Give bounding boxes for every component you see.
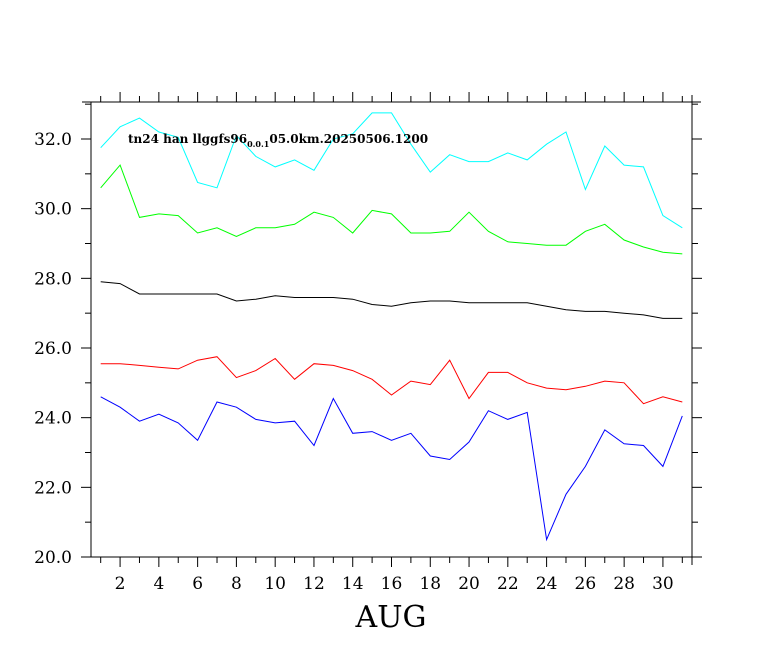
y-tick-label: 22.0 — [34, 478, 72, 498]
x-tick-label: 6 — [192, 574, 203, 594]
x-tick-label: 30 — [652, 574, 674, 594]
series-line-3 — [100, 281, 683, 319]
axis-ticks — [81, 92, 702, 567]
series-line-1 — [100, 112, 683, 229]
y-tick-label: 32.0 — [34, 130, 72, 150]
x-tick-label: 24 — [536, 574, 558, 594]
x-tick-label: 18 — [419, 574, 441, 594]
x-tick-label: 22 — [497, 574, 519, 594]
series-line-5 — [100, 396, 683, 542]
y-tick-label: 24.0 — [34, 409, 72, 429]
x-tick-label: 2 — [115, 574, 126, 594]
x-tick-label: 28 — [613, 574, 635, 594]
title-tail: 05.0km.20250506.1200 — [269, 132, 428, 146]
series-line-2 — [100, 164, 683, 255]
x-axis-label: AUG — [355, 600, 427, 635]
x-tick-label: 12 — [303, 574, 325, 594]
x-tick-label: 10 — [264, 574, 286, 594]
y-tick-label: 26.0 — [34, 339, 72, 359]
x-tick-label: 8 — [231, 574, 242, 594]
x-tick-label: 20 — [458, 574, 480, 594]
y-tick-label: 30.0 — [34, 200, 72, 220]
series-lines — [100, 112, 683, 542]
tick-labels: 2 4 6 8 10 12 14 16 18 20 22 24 26 28 3020.022.024.026… — [34, 130, 674, 594]
x-tick-label: 26 — [575, 574, 597, 594]
plot-frame — [82, 95, 701, 565]
y-tick-label: 28.0 — [34, 269, 72, 289]
title-main: tn24 han llggfs96 — [128, 132, 247, 146]
x-tick-label: 14 — [342, 574, 364, 594]
series-line-4 — [100, 356, 683, 405]
x-tick-label: 16 — [381, 574, 403, 594]
title-sub: 0.0.1 — [247, 139, 269, 149]
x-tick-label: 4 — [153, 574, 164, 594]
y-tick-label: 20.0 — [34, 548, 72, 568]
chart-title: tn24 han llggfs960.0.105.0km.20250506.12… — [128, 132, 428, 149]
